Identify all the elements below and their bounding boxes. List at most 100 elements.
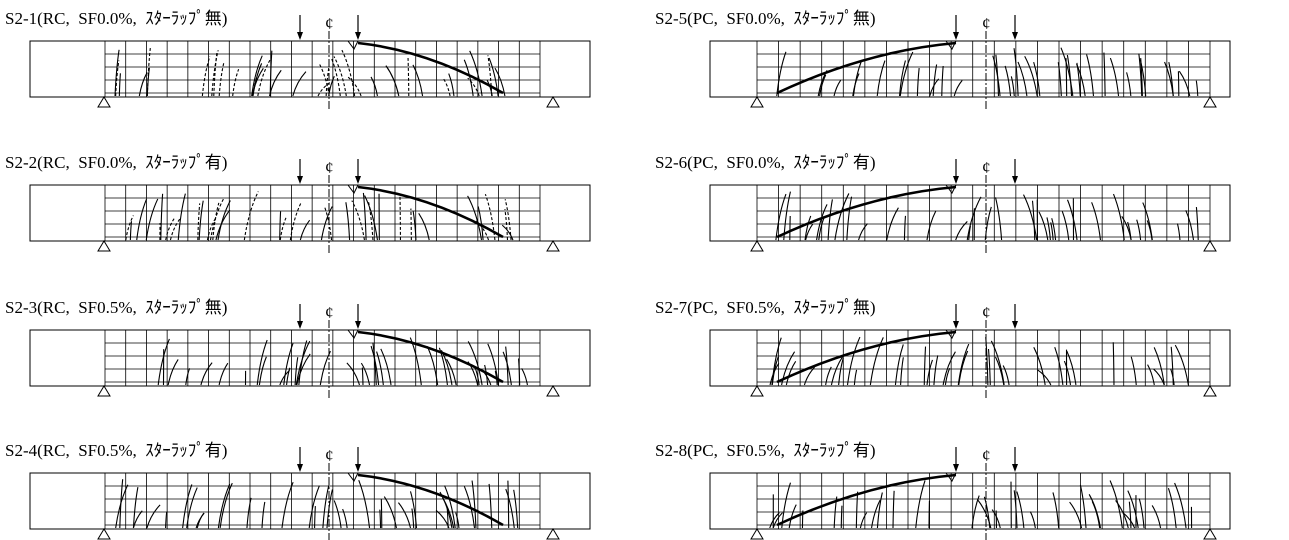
crack	[501, 224, 514, 241]
crack	[933, 355, 939, 386]
crack	[341, 49, 356, 97]
support	[750, 528, 764, 540]
support	[1203, 240, 1217, 252]
crack	[1153, 347, 1165, 386]
arrow-head	[1012, 464, 1018, 472]
crack	[333, 56, 347, 97]
crack	[409, 337, 422, 386]
crack	[380, 348, 392, 386]
crack	[942, 351, 956, 386]
crack	[412, 211, 417, 241]
panel-label: S2-3(RC, SF0.5%, ｽﾀｰﾗｯﾌﾟ無)	[5, 298, 227, 317]
crack	[294, 357, 299, 386]
crack	[494, 67, 506, 97]
crack	[177, 193, 186, 241]
crack	[219, 482, 233, 529]
crack	[898, 60, 906, 97]
crushed-zone	[347, 40, 359, 50]
crack	[319, 64, 330, 97]
panel-label: S2-7(PC, SF0.5%, ｽﾀｰﾗｯﾌﾟ無)	[655, 298, 876, 317]
beam-outline	[29, 472, 591, 530]
crack	[852, 60, 863, 97]
crack	[1016, 491, 1025, 529]
crack	[838, 358, 844, 386]
crack	[411, 508, 415, 529]
crack	[1142, 202, 1153, 241]
beam-panel: S2-2(RC, SF0.0%, ｽﾀｰﾗｯﾌﾟ有) ¢	[5, 153, 591, 253]
crack	[926, 359, 933, 386]
crack	[136, 198, 148, 241]
crack	[409, 491, 418, 529]
crack	[869, 337, 884, 386]
crack	[1195, 80, 1199, 97]
crack	[1054, 347, 1064, 386]
crack	[846, 336, 861, 386]
crack	[990, 340, 1005, 386]
crack	[488, 483, 493, 529]
crack	[502, 351, 512, 386]
crack	[347, 76, 362, 97]
crack	[446, 358, 457, 386]
crack	[1112, 342, 1115, 386]
crack	[916, 68, 920, 97]
crack	[1066, 350, 1077, 386]
beam-panel: S2-5(PC, SF0.0%, ｽﾀｰﾗｯﾌﾟ無) ¢	[655, 9, 1231, 109]
crack	[370, 345, 380, 386]
crack	[1138, 53, 1143, 97]
support	[546, 96, 560, 108]
crack	[125, 215, 134, 241]
crack	[364, 195, 378, 241]
crack	[1138, 498, 1145, 529]
crack	[966, 196, 982, 241]
crack	[1091, 501, 1101, 529]
crack	[995, 54, 1000, 97]
crack	[215, 209, 231, 241]
beam-panel: S2-3(RC, SF0.5%, ｽﾀｰﾗｯﾌﾟ無) ¢	[5, 298, 591, 398]
arrow-head	[953, 32, 959, 40]
support	[546, 240, 560, 252]
crack	[467, 341, 483, 386]
crack	[926, 210, 937, 241]
crack	[513, 489, 519, 529]
crack	[296, 353, 311, 386]
crack	[407, 57, 410, 97]
crack	[830, 356, 844, 386]
crack	[858, 223, 868, 241]
panel-label: S2-1(RC, SF0.0%, ｽﾀｰﾗｯﾌﾟ無)	[5, 9, 227, 28]
crack	[903, 215, 907, 241]
crack	[1033, 347, 1046, 386]
beam-panel: S2-1(RC, SF0.0%, ｽﾀｰﾗｯﾌﾟ無) ¢	[5, 9, 591, 109]
crack	[138, 72, 148, 97]
beam-panel: S2-8(PC, SF0.5%, ｽﾀｰﾗｯﾌﾟ有) ¢	[655, 441, 1231, 540]
crack	[775, 193, 787, 241]
crack	[182, 484, 193, 529]
crack	[351, 200, 365, 241]
crack	[1136, 219, 1142, 241]
shear-crack	[776, 185, 957, 239]
crack	[198, 200, 204, 241]
crack	[256, 339, 268, 386]
crack	[1164, 61, 1174, 97]
crack	[1167, 488, 1177, 529]
crack	[463, 486, 476, 529]
crack	[314, 506, 316, 529]
arrow-head	[355, 321, 361, 329]
crack	[292, 71, 307, 97]
crack	[114, 49, 120, 97]
crack	[1147, 364, 1155, 386]
support	[750, 240, 764, 252]
arrow-head	[953, 464, 959, 472]
crack	[119, 479, 124, 529]
crack	[859, 512, 868, 529]
crack	[1174, 482, 1187, 529]
crack	[444, 485, 456, 529]
crack	[346, 362, 360, 386]
center-mark: ¢	[982, 14, 991, 33]
crack	[1066, 54, 1073, 97]
crack	[894, 344, 904, 386]
crack	[418, 213, 430, 241]
crack	[1029, 511, 1036, 529]
crack	[1033, 61, 1041, 97]
crack	[923, 346, 927, 386]
crushed-zone	[945, 40, 957, 50]
